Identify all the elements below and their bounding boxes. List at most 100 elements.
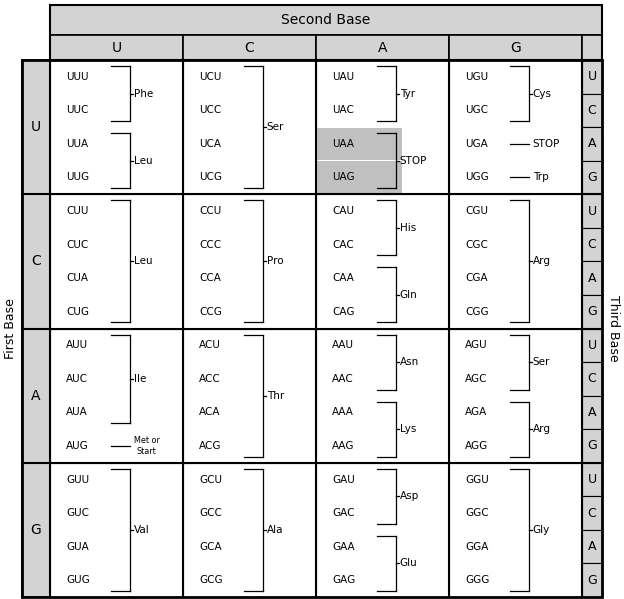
- Text: UCU: UCU: [199, 72, 222, 82]
- Bar: [316, 194, 449, 328]
- Text: UAU: UAU: [332, 72, 354, 82]
- Bar: [582, 328, 602, 362]
- Bar: [582, 497, 602, 530]
- Text: GUA: GUA: [66, 541, 89, 552]
- Text: UCC: UCC: [199, 105, 222, 116]
- Text: CAG: CAG: [332, 307, 354, 317]
- Text: Glu: Glu: [400, 558, 417, 568]
- Bar: [449, 35, 582, 60]
- Bar: [449, 328, 582, 463]
- Text: Ser: Ser: [533, 357, 550, 367]
- Text: U: U: [587, 339, 597, 352]
- Text: G: G: [587, 440, 597, 452]
- Text: GGA: GGA: [465, 541, 489, 552]
- Text: A: A: [588, 137, 597, 150]
- Bar: [582, 295, 602, 328]
- Bar: [582, 463, 602, 497]
- Text: CGA: CGA: [465, 273, 487, 283]
- Bar: [22, 60, 50, 194]
- Text: Third Base: Third Base: [607, 295, 620, 362]
- Bar: [449, 463, 582, 597]
- Text: CCU: CCU: [199, 206, 222, 216]
- Text: U: U: [587, 70, 597, 83]
- Text: Pro: Pro: [267, 256, 283, 267]
- Text: CAU: CAU: [332, 206, 354, 216]
- Text: G: G: [510, 41, 521, 55]
- Bar: [50, 463, 183, 597]
- Bar: [582, 161, 602, 194]
- Text: Thr: Thr: [267, 391, 284, 401]
- Text: GAC: GAC: [332, 508, 354, 518]
- Bar: [22, 60, 602, 597]
- Text: UUU: UUU: [66, 72, 89, 82]
- Text: UAC: UAC: [332, 105, 354, 116]
- Text: Asp: Asp: [400, 491, 419, 501]
- Text: ACC: ACC: [199, 374, 221, 384]
- Bar: [582, 362, 602, 395]
- Text: CGU: CGU: [465, 206, 488, 216]
- Text: GGC: GGC: [465, 508, 489, 518]
- Bar: [449, 194, 582, 328]
- Text: G: G: [587, 574, 597, 586]
- Bar: [22, 194, 50, 328]
- Text: Arg: Arg: [533, 424, 551, 434]
- Text: UCA: UCA: [199, 139, 221, 149]
- Text: Asn: Asn: [400, 357, 419, 367]
- Text: UGG: UGG: [465, 173, 489, 183]
- Text: STOP: STOP: [400, 156, 427, 166]
- Bar: [582, 530, 602, 564]
- Text: U: U: [587, 204, 597, 217]
- Text: CAA: CAA: [332, 273, 354, 283]
- Text: AAG: AAG: [332, 441, 354, 451]
- Text: UUG: UUG: [66, 173, 89, 183]
- Text: AUC: AUC: [66, 374, 88, 384]
- Text: A: A: [588, 540, 597, 553]
- Text: Ala: Ala: [267, 525, 283, 535]
- Text: AAU: AAU: [332, 340, 354, 350]
- Text: A: A: [31, 389, 41, 403]
- Text: CCG: CCG: [199, 307, 222, 317]
- Bar: [50, 194, 183, 328]
- Text: Met or
Start: Met or Start: [134, 436, 160, 456]
- Text: Trp: Trp: [533, 173, 548, 183]
- Text: GUG: GUG: [66, 575, 90, 585]
- Text: STOP: STOP: [533, 139, 560, 149]
- Bar: [582, 127, 602, 161]
- Text: Gln: Gln: [400, 290, 417, 300]
- Text: ACA: ACA: [199, 407, 220, 418]
- Bar: [582, 35, 602, 60]
- Bar: [582, 564, 602, 597]
- Text: AUA: AUA: [66, 407, 88, 418]
- Text: C: C: [31, 255, 41, 268]
- Text: AUG: AUG: [66, 441, 89, 451]
- Bar: [316, 35, 449, 60]
- Text: Cys: Cys: [533, 89, 552, 99]
- Text: GUU: GUU: [66, 474, 89, 485]
- Text: GUC: GUC: [66, 508, 89, 518]
- Text: Gly: Gly: [533, 525, 550, 535]
- Text: GCG: GCG: [199, 575, 223, 585]
- Text: Val: Val: [134, 525, 150, 535]
- Text: GAU: GAU: [332, 474, 354, 485]
- Text: A: A: [588, 272, 597, 285]
- Text: UAG: UAG: [332, 173, 354, 183]
- Text: His: His: [400, 223, 416, 233]
- Bar: [183, 463, 316, 597]
- Text: C: C: [588, 104, 597, 117]
- Bar: [50, 5, 602, 35]
- Text: G: G: [31, 523, 41, 537]
- Bar: [183, 35, 316, 60]
- Bar: [22, 328, 50, 463]
- Text: Arg: Arg: [533, 256, 551, 267]
- Text: GAG: GAG: [332, 575, 355, 585]
- Bar: [582, 429, 602, 463]
- Text: ACG: ACG: [199, 441, 222, 451]
- Text: C: C: [588, 507, 597, 519]
- Bar: [582, 93, 602, 127]
- Bar: [582, 194, 602, 228]
- Text: GGU: GGU: [465, 474, 489, 485]
- Text: Lys: Lys: [400, 424, 416, 434]
- Bar: [316, 463, 449, 597]
- Text: AGU: AGU: [465, 340, 487, 350]
- Text: U: U: [112, 41, 122, 55]
